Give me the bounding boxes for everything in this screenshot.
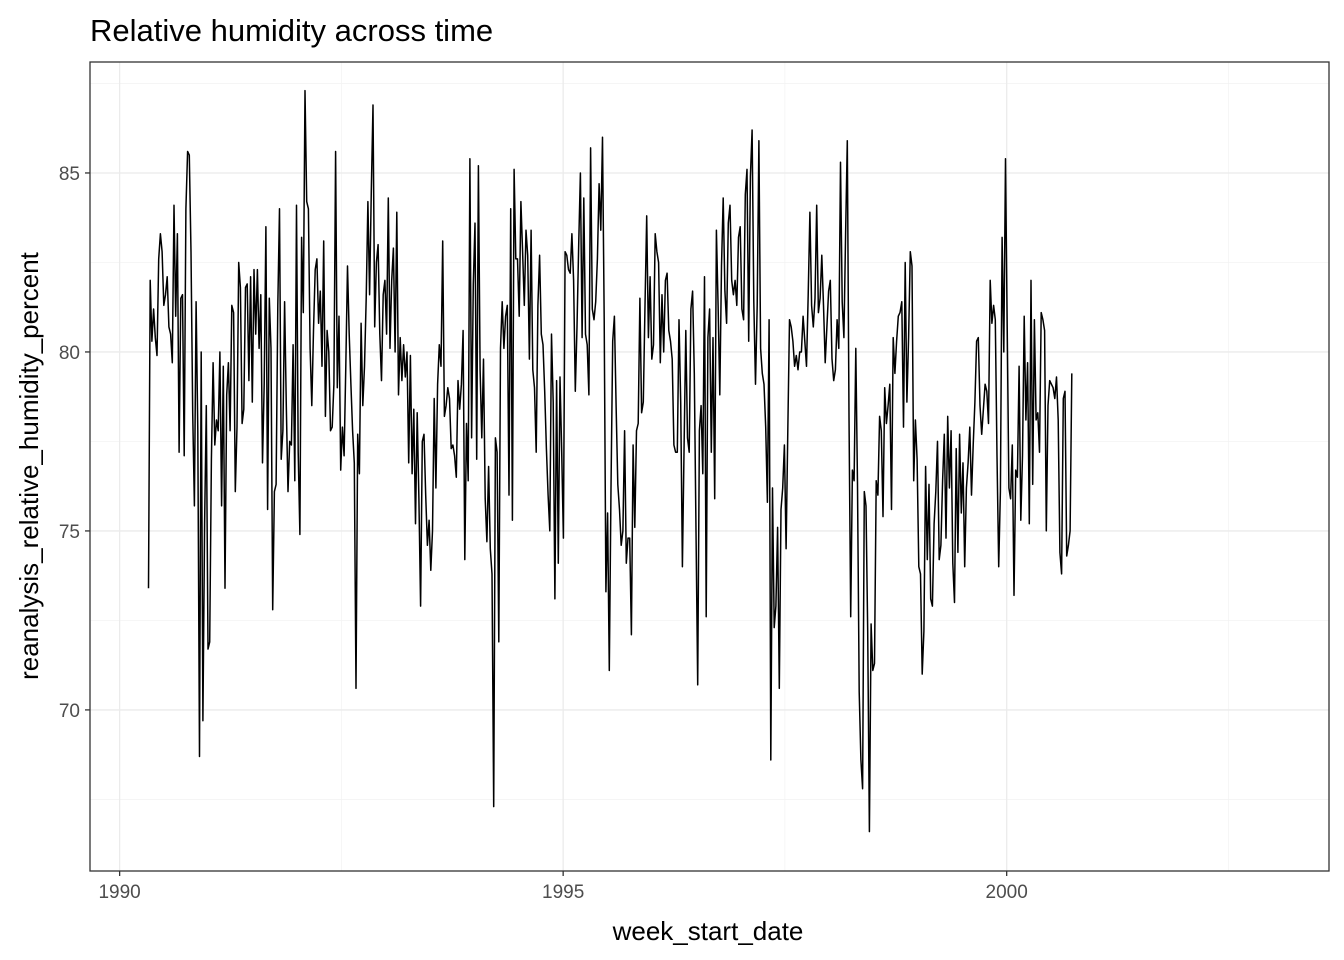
y-tick-label: 75 (59, 522, 80, 543)
y-axis-title: reanalysis_relative_humidity_percent (14, 251, 44, 680)
x-tick-label: 2000 (986, 882, 1028, 903)
plot-panel-border (89, 61, 1330, 872)
y-tick-label: 85 (59, 164, 80, 185)
x-tick-label: 1995 (542, 882, 584, 903)
chart-title: Relative humidity across time (90, 13, 493, 48)
y-tick-label: 80 (59, 343, 80, 364)
x-tick-label: 1990 (98, 882, 140, 903)
x-axis-title: week_start_date (612, 916, 804, 946)
axis-ticks: 70 75 80 85 1990 1995 2000 (59, 164, 1028, 903)
series-line (147, 89, 1073, 833)
y-tick-label: 70 (59, 701, 80, 722)
